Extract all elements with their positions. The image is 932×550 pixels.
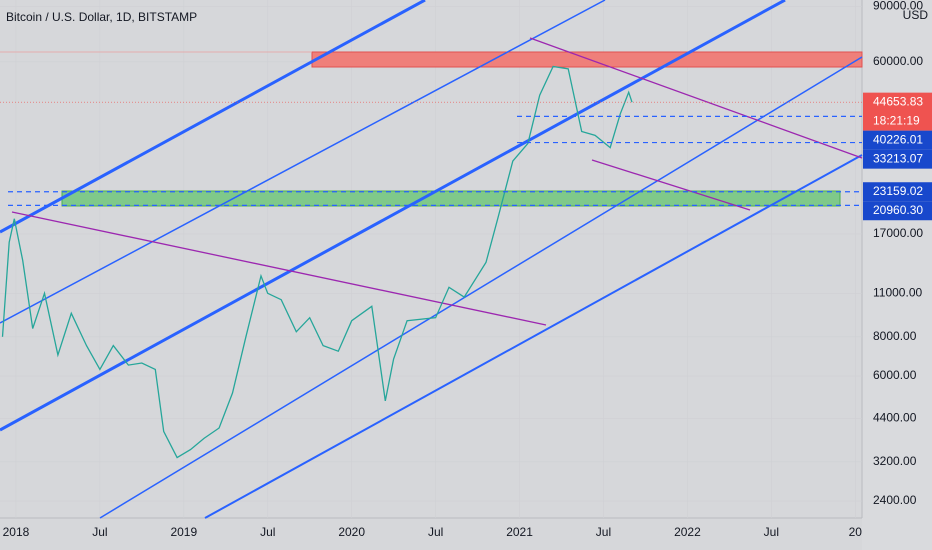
level-badge — [863, 182, 932, 202]
price-line — [1, 65, 633, 459]
y-tick-label: 17000.00 — [873, 226, 923, 240]
level-badge — [863, 130, 932, 150]
last-price-label: 44653.83 — [873, 94, 923, 108]
y-tick-label: 8000.00 — [873, 329, 917, 343]
channel — [0, 0, 863, 519]
y-tick-label: 2400.00 — [873, 493, 917, 507]
price-axis-area — [862, 0, 932, 550]
x-tick-label: 2019 — [170, 525, 197, 539]
y-tick-label: 60000.00 — [873, 54, 923, 68]
marks — [0, 65, 862, 459]
x-tick-label: 2020 — [338, 525, 365, 539]
x-tick-label: Jul — [428, 525, 443, 539]
channel-line — [99, 56, 863, 519]
y-tick-label: 4400.00 — [873, 411, 917, 425]
trend-line — [11, 211, 547, 326]
last-price-badge — [863, 92, 932, 131]
trend-line — [529, 37, 863, 159]
y-tick-label: 11000.00 — [873, 286, 922, 300]
level-badge — [863, 149, 932, 169]
x-tick-label: Jul — [596, 525, 611, 539]
x-tick-label: 2018 — [3, 525, 30, 539]
y-tick-label: 6000.00 — [873, 368, 917, 382]
x-tick-label: 2022 — [674, 525, 701, 539]
level-label: 40226.01 — [873, 132, 923, 146]
channel-line — [0, 0, 786, 432]
countdown-label: 18:21:19 — [873, 113, 920, 127]
level-label: 33213.07 — [873, 151, 923, 165]
y-tick-label: 90000.00 — [873, 0, 923, 13]
triangle — [11, 37, 863, 326]
level-label: 20960.30 — [873, 203, 923, 217]
trend-line — [591, 159, 751, 211]
channel-line — [0, 0, 426, 234]
chart-title: Bitcoin / U.S. Dollar, 1D, BITSTAMP — [6, 10, 197, 24]
resistance-zone — [311, 51, 863, 68]
y-tick-label: 3200.00 — [873, 454, 917, 468]
channel-line — [204, 154, 863, 519]
x-tick-label: 20 — [849, 525, 863, 539]
currency-label: USD — [903, 8, 929, 22]
x-tick-label: Jul — [764, 525, 779, 539]
x-tick-label: Jul — [92, 525, 107, 539]
x-tick-label: 2021 — [506, 525, 533, 539]
x-tick-label: Jul — [260, 525, 275, 539]
channel-line — [0, 0, 606, 324]
support-zone — [61, 190, 841, 207]
level-badge — [863, 201, 932, 221]
level-label: 23159.02 — [873, 184, 923, 198]
